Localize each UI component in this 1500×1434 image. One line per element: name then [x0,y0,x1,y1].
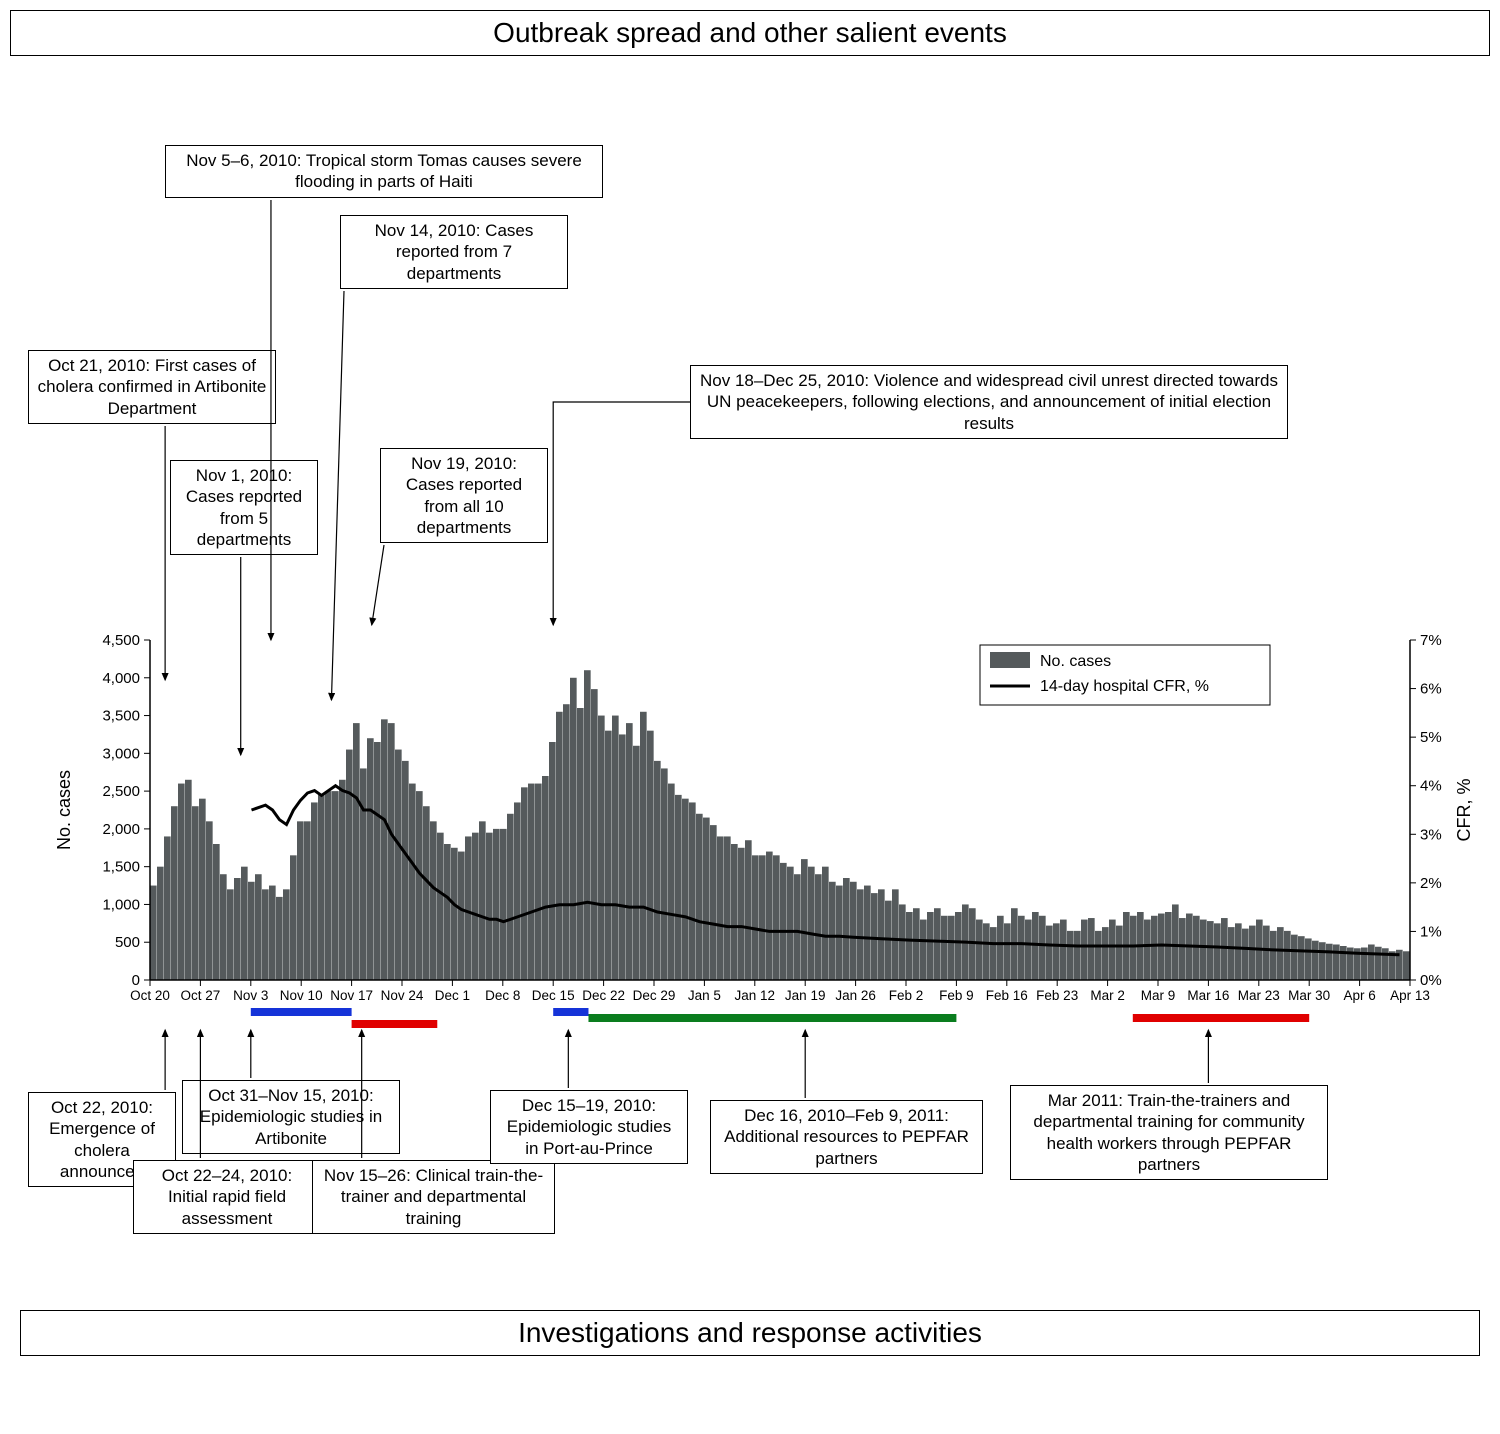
svg-text:2%: 2% [1420,875,1442,892]
svg-text:Nov 3: Nov 3 [233,988,268,1003]
epidemic-chart: 0 500 1,000 1,500 2,000 2,500 3,000 3,500 4,000 4… [10,60,1490,1370]
svg-text:0%: 0% [1420,972,1442,989]
svg-text:Mar 2: Mar 2 [1090,988,1125,1003]
svg-text:Apr 13: Apr 13 [1390,988,1430,1003]
svg-text:1,000: 1,000 [102,896,140,913]
svg-text:7%: 7% [1420,632,1442,649]
callout-b2: Oct 22–24, 2010: Initial rapid field ass… [133,1160,321,1234]
svg-text:Dec 22: Dec 22 [582,988,625,1003]
callout-b7: Mar 2011: Train-the-trainers and departm… [1010,1085,1328,1180]
callout-c1: Oct 21, 2010: First cases of cholera con… [28,350,276,424]
svg-text:3,500: 3,500 [102,708,140,725]
svg-text:No. cases: No. cases [1040,653,1111,670]
svg-text:Dec 29: Dec 29 [633,988,676,1003]
svg-text:Mar 16: Mar 16 [1187,988,1229,1003]
callout-c4: Nov 14, 2010: Cases reported from 7 depa… [340,215,568,289]
svg-text:No. cases: No. cases [54,770,74,850]
svg-text:Dec 15: Dec 15 [532,988,575,1003]
callout-c3: Nov 5–6, 2010: Tropical storm Tomas caus… [165,145,603,198]
callout-b3: Oct 31–Nov 15, 2010: Epidemiologic studi… [182,1080,400,1154]
svg-text:Mar 23: Mar 23 [1238,988,1280,1003]
svg-text:4,500: 4,500 [102,632,140,649]
svg-text:Nov 24: Nov 24 [381,988,424,1003]
svg-text:1,500: 1,500 [102,859,140,876]
svg-text:Dec 8: Dec 8 [485,988,520,1003]
bottom-title: Investigations and response activities [20,1310,1480,1356]
svg-text:Feb 2: Feb 2 [889,988,924,1003]
callout-b4: Nov 15–26: Clinical train-the-trainer an… [312,1160,555,1234]
callout-c2: Nov 1, 2010: Cases reported from 5 depar… [170,460,318,555]
svg-text:Nov 10: Nov 10 [280,988,323,1003]
svg-text:Dec 1: Dec 1 [435,988,470,1003]
svg-text:Jan 5: Jan 5 [688,988,721,1003]
svg-text:6%: 6% [1420,681,1442,698]
callout-b5: Dec 15–19, 2010: Epidemiologic studies i… [490,1090,688,1164]
svg-text:Jan 26: Jan 26 [835,988,876,1003]
svg-text:3%: 3% [1420,826,1442,843]
chart-area: 0 500 1,000 1,500 2,000 2,500 3,000 3,500 4,000 4… [10,60,1490,1370]
svg-text:4%: 4% [1420,778,1442,795]
svg-text:Feb 9: Feb 9 [939,988,974,1003]
callout-b6: Dec 16, 2010–Feb 9, 2011: Additional res… [710,1100,983,1174]
svg-text:Mar 9: Mar 9 [1141,988,1176,1003]
svg-text:2,500: 2,500 [102,783,140,800]
svg-text:Jan 12: Jan 12 [735,988,776,1003]
svg-text:Jan 19: Jan 19 [785,988,826,1003]
svg-text:500: 500 [115,934,140,951]
svg-text:Oct 27: Oct 27 [181,988,221,1003]
svg-text:CFR, %: CFR, % [1454,779,1474,842]
svg-text:Feb 16: Feb 16 [986,988,1028,1003]
svg-text:Nov 17: Nov 17 [330,988,373,1003]
top-title: Outbreak spread and other salient events [10,10,1490,56]
svg-text:1%: 1% [1420,923,1442,940]
svg-text:5%: 5% [1420,729,1442,746]
svg-text:4,000: 4,000 [102,670,140,687]
svg-text:14-day hospital CFR, %: 14-day hospital CFR, % [1040,678,1209,695]
callout-c5: Nov 19, 2010: Cases reported from all 10… [380,448,548,543]
svg-text:2,000: 2,000 [102,821,140,838]
svg-text:Mar 30: Mar 30 [1288,988,1330,1003]
svg-text:Oct 20: Oct 20 [130,988,170,1003]
callout-c6: Nov 18–Dec 25, 2010: Violence and widesp… [690,365,1288,439]
svg-text:0: 0 [132,972,140,989]
svg-text:3,000: 3,000 [102,745,140,762]
svg-text:Apr 6: Apr 6 [1343,988,1375,1003]
svg-text:Feb 23: Feb 23 [1036,988,1078,1003]
